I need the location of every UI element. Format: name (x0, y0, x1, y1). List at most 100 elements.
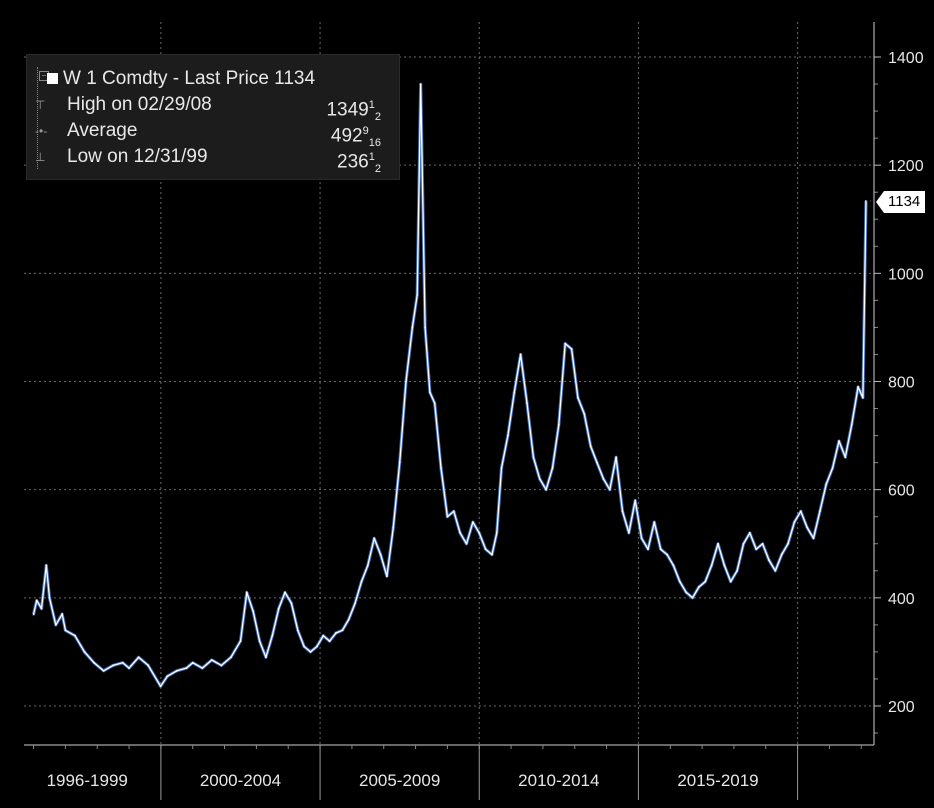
price-point (793, 521, 796, 524)
price-point (258, 640, 261, 642)
legend-high-label: High on 02/29/08 (67, 94, 212, 115)
price-point (495, 532, 498, 534)
price-point (230, 656, 232, 659)
price-point (742, 542, 745, 545)
price-point (812, 537, 815, 540)
price-point (61, 613, 64, 615)
price-point (386, 575, 388, 578)
price-point (538, 477, 541, 480)
price-point (405, 380, 407, 383)
price-point (755, 548, 758, 551)
price-point (471, 521, 474, 524)
series-swatch-icon (47, 73, 58, 84)
price-point (137, 656, 140, 659)
price-point (252, 610, 255, 613)
price-point (440, 467, 442, 469)
price-point (532, 456, 535, 459)
price-point (526, 402, 528, 405)
price-point (761, 542, 764, 545)
price-point (621, 510, 624, 513)
price-point (857, 386, 859, 388)
price-point (379, 553, 382, 556)
price-point (787, 542, 789, 545)
price-point (678, 580, 681, 583)
price-point (452, 510, 455, 513)
price-point (513, 391, 516, 394)
low-marker-icon: ⊥ (35, 150, 46, 164)
price-point (861, 396, 864, 399)
last-price-tag: 1134 (876, 191, 926, 213)
price-point (640, 537, 643, 540)
price-point (672, 564, 675, 567)
price-point (347, 618, 350, 621)
price-point (159, 685, 162, 688)
price-point (366, 564, 369, 567)
price-point (647, 548, 649, 551)
y-tick-label: 600 (888, 483, 915, 500)
price-point (704, 580, 707, 583)
price-point (102, 669, 105, 672)
x-period-label: 2015-2019 (677, 771, 758, 790)
price-point (666, 553, 668, 556)
legend-high-value: 1349 (326, 99, 369, 121)
price-point (309, 651, 312, 653)
price-point (191, 661, 194, 664)
price-point (545, 488, 547, 491)
price-point (428, 391, 431, 394)
legend-low-value: 236 (337, 151, 369, 173)
price-point (459, 532, 462, 534)
price-point (54, 623, 57, 626)
y-tick-label: 200 (888, 699, 915, 716)
legend-average-label: Average (67, 120, 138, 141)
price-point (698, 586, 700, 588)
price-point (210, 659, 213, 661)
price-point (519, 353, 522, 356)
price-point (806, 526, 809, 529)
price-point (265, 656, 267, 659)
legend-title: W 1 Comdty - Last Price 1134 (63, 68, 316, 89)
price-point (596, 461, 598, 464)
price-point (128, 667, 130, 670)
price-point (185, 667, 188, 670)
price-point (589, 445, 592, 448)
price-point (780, 553, 783, 556)
price-point (121, 661, 124, 664)
y-tick-label: 1000 (888, 266, 924, 283)
price-point (634, 499, 637, 502)
price-point (774, 569, 777, 572)
price-point (691, 596, 694, 599)
price-point (220, 664, 223, 667)
price-point (602, 477, 605, 480)
price-point (653, 521, 656, 524)
price-point (717, 542, 719, 545)
price-point (484, 548, 487, 551)
y-tick-label: 1200 (888, 158, 924, 175)
price-point (433, 402, 436, 405)
price-point (424, 326, 427, 329)
price-point (245, 591, 248, 594)
price-point (723, 564, 726, 567)
average-marker-icon: -•- (35, 124, 48, 138)
x-period-label: 1996-1999 (47, 771, 128, 790)
price-point (838, 440, 840, 442)
price-point (748, 532, 751, 534)
price-point (271, 634, 274, 637)
legend-row-average: -•- Average 492916 (35, 120, 381, 150)
price-point (491, 553, 493, 556)
price-point (799, 510, 802, 513)
y-tick-label: 1400 (888, 50, 924, 67)
price-point (831, 467, 834, 469)
price-point (328, 640, 331, 642)
price-point (844, 456, 847, 459)
price-point (583, 413, 586, 415)
price-point (500, 467, 503, 469)
price-point (570, 348, 573, 350)
price-point (685, 591, 688, 594)
price-point (277, 607, 280, 610)
price-point (446, 515, 449, 518)
price-point (411, 326, 414, 329)
price-point (850, 423, 853, 426)
price-point (354, 602, 356, 605)
price-point (659, 548, 662, 551)
legend-row-high: ⊤ High on 02/29/08 134912 (35, 94, 381, 124)
